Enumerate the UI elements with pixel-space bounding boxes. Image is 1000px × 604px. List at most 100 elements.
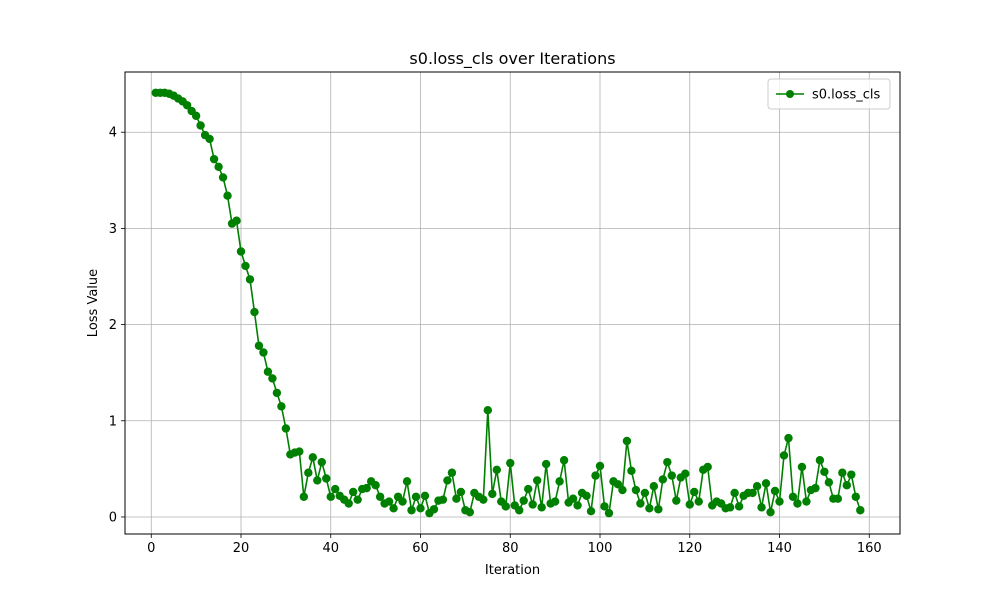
data-point <box>348 487 358 497</box>
data-point <box>182 101 192 110</box>
data-point <box>784 433 793 443</box>
data-point <box>402 477 412 486</box>
data-point <box>685 500 694 509</box>
data-point <box>613 480 623 489</box>
data-point <box>326 492 335 501</box>
data-point <box>761 479 771 488</box>
data-point <box>591 471 600 480</box>
data-point <box>452 494 461 503</box>
data-point <box>420 491 430 501</box>
data-point <box>483 406 493 415</box>
data-point <box>479 495 488 504</box>
x-tick-label: 100 <box>588 541 613 556</box>
data-point <box>815 456 825 465</box>
data-point <box>218 173 228 182</box>
legend-label: s0.loss_cls <box>812 88 881 103</box>
data-point <box>725 503 735 512</box>
data-point <box>694 497 703 506</box>
data-point <box>811 483 820 493</box>
data-point <box>645 504 654 513</box>
data-point <box>488 489 497 499</box>
data-point <box>259 348 268 357</box>
data-point <box>245 275 255 284</box>
data-point <box>775 497 784 506</box>
data-point <box>456 487 466 497</box>
data-point <box>299 492 309 501</box>
data-point <box>618 485 627 495</box>
data-point <box>532 476 542 485</box>
x-tick-label: 20 <box>233 541 250 556</box>
data-point <box>842 481 852 490</box>
y-tick-label: 4 <box>109 126 117 141</box>
data-point <box>223 191 232 200</box>
data-point <box>263 367 273 376</box>
y-tick-label: 2 <box>109 318 117 333</box>
data-point <box>779 451 789 460</box>
data-point <box>515 506 524 515</box>
data-point <box>595 461 605 471</box>
data-point <box>236 247 246 256</box>
data-point <box>658 475 668 484</box>
data-point <box>506 458 515 468</box>
data-point <box>429 505 439 514</box>
data-point <box>250 307 259 317</box>
data-point <box>416 504 425 513</box>
data-point <box>304 468 313 477</box>
data-point <box>438 495 448 504</box>
data-point <box>636 499 645 508</box>
data-point <box>241 261 250 271</box>
y-tick-label: 3 <box>109 222 117 237</box>
data-point <box>604 508 614 518</box>
data-point <box>541 459 551 469</box>
data-point <box>851 492 860 501</box>
data-point <box>447 468 457 477</box>
data-point <box>281 424 291 433</box>
data-point <box>277 402 286 411</box>
y-tick-label: 0 <box>109 510 117 525</box>
data-point <box>191 111 201 121</box>
data-point <box>214 162 223 172</box>
data-point <box>344 499 353 508</box>
data-point <box>766 507 775 517</box>
data-point <box>600 502 609 511</box>
data-point <box>820 467 829 476</box>
data-point <box>537 503 546 512</box>
data-point <box>672 496 681 505</box>
y-tick-label: 1 <box>109 414 117 429</box>
data-point <box>838 468 847 477</box>
data-point <box>640 488 650 498</box>
data-point <box>295 447 304 456</box>
x-tick-label: 60 <box>412 541 429 556</box>
data-point <box>824 478 834 487</box>
data-point <box>788 492 798 501</box>
grid-lines <box>125 72 900 534</box>
data-point <box>407 506 416 515</box>
data-point <box>748 488 757 498</box>
data-point <box>389 504 398 513</box>
plot-area-frame <box>124 71 901 535</box>
data-point <box>690 487 699 497</box>
data-point <box>528 500 537 509</box>
data-point <box>443 476 452 485</box>
data-point <box>465 507 475 517</box>
data-point <box>681 469 690 478</box>
data-point <box>730 488 739 498</box>
chart-title: s0.loss_cls over Iterations <box>409 49 615 69</box>
data-point <box>317 457 326 467</box>
data-point <box>331 484 340 494</box>
data-point <box>555 477 564 486</box>
data-point <box>371 481 380 490</box>
data-point <box>802 497 811 506</box>
data-point <box>622 436 632 446</box>
data-point <box>793 499 802 508</box>
series-layer <box>151 88 865 518</box>
data-point <box>353 495 362 504</box>
data-point <box>384 497 394 506</box>
data-point <box>856 506 865 515</box>
data-point <box>847 470 856 479</box>
data-point <box>524 484 533 494</box>
data-point <box>411 492 421 501</box>
data-point <box>568 494 578 503</box>
legend-marker-swatch <box>786 90 794 98</box>
